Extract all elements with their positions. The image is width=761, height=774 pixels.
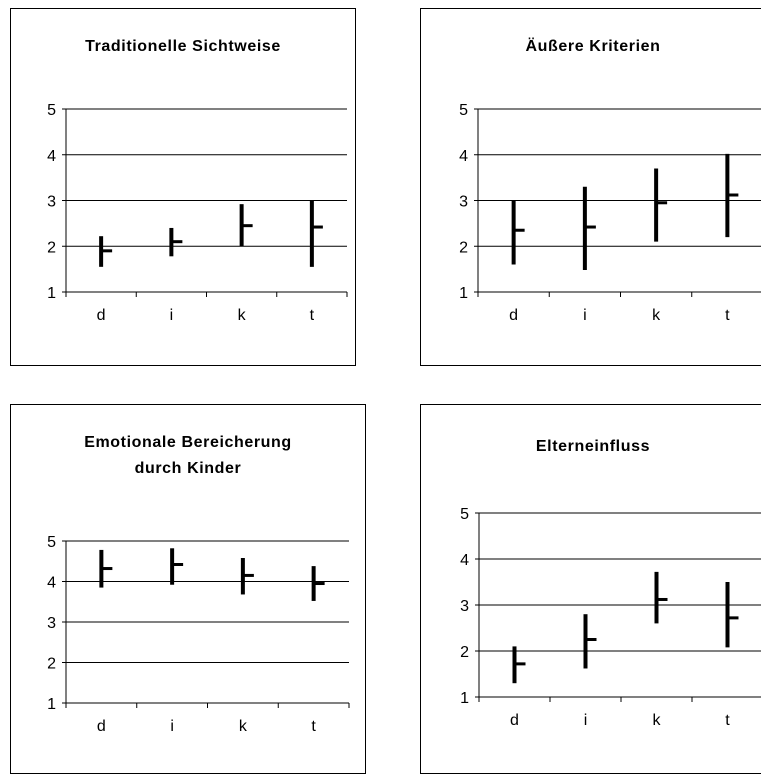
y-tick-label: 5	[460, 506, 469, 523]
chart-title: Elterneinfluss	[536, 438, 650, 455]
x-tick-label: d	[510, 712, 519, 729]
x-tick-label: d	[97, 307, 106, 324]
y-tick-label: 4	[47, 148, 56, 165]
x-tick-label: t	[725, 712, 730, 729]
x-tick-label: i	[170, 718, 174, 735]
chart-title: Emotionale Bereicherung	[84, 434, 292, 451]
y-tick-label: 1	[459, 285, 468, 302]
x-tick-label: t	[311, 718, 316, 735]
y-tick-label: 2	[460, 644, 469, 661]
x-tick-label: i	[583, 307, 587, 324]
y-tick-label: 1	[460, 690, 469, 707]
y-tick-label: 4	[459, 148, 468, 165]
x-tick-label: k	[653, 712, 662, 729]
chart-aeussere-kriterien: Äußere Kriterien 1 2 3 4 5 d i k t	[459, 37, 761, 324]
x-tick-label: t	[310, 307, 315, 324]
chart-title: Äußere Kriterien	[526, 37, 661, 55]
chart-title: durch Kinder	[135, 460, 242, 477]
chart-panel-emotionale-bereicherung: Emotionale Bereicherung durch Kinder 1 2 3 4 5…	[10, 404, 366, 774]
chart-panel-traditionelle-sichtweise: Traditionelle Sichtweise 1 2 3 4 5 d i k t	[10, 8, 356, 366]
x-tick-label: i	[584, 712, 588, 729]
x-tick-label: k	[238, 307, 247, 324]
x-tick-label: k	[652, 307, 661, 324]
y-tick-label: 3	[47, 194, 56, 211]
y-tick-label: 2	[47, 656, 56, 673]
y-tick-label: 5	[459, 102, 468, 119]
y-tick-label: 3	[460, 598, 469, 615]
y-tick-label: 3	[459, 194, 468, 211]
y-tick-label: 4	[47, 575, 56, 592]
y-tick-label: 5	[47, 102, 56, 119]
x-tick-label: i	[170, 307, 174, 324]
x-tick-label: k	[239, 718, 248, 735]
chart-panel-aeussere-kriterien: Äußere Kriterien 1 2 3 4 5 d i k t	[420, 8, 761, 366]
y-tick-label: 3	[47, 615, 56, 632]
chart-traditionelle-sichtweise: Traditionelle Sichtweise 1 2 3 4 5 d i k t	[47, 38, 348, 324]
y-tick-label: 5	[47, 534, 56, 551]
x-tick-label: t	[725, 307, 730, 324]
x-tick-label: d	[509, 307, 518, 324]
y-tick-label: 4	[460, 552, 469, 569]
x-tick-label: d	[97, 718, 106, 735]
chart-emotionale-bereicherung: Emotionale Bereicherung durch Kinder 1 2 3 4 5…	[47, 434, 350, 735]
y-tick-label: 1	[47, 285, 56, 302]
y-tick-label: 2	[47, 239, 56, 256]
y-tick-label: 2	[459, 239, 468, 256]
chart-elterneinfluss: Elterneinfluss 1 2 3 4 5 d i k t	[460, 438, 761, 729]
y-tick-label: 1	[47, 696, 56, 713]
chart-title: Traditionelle Sichtweise	[85, 38, 281, 55]
chart-panel-elterneinfluss: Elterneinfluss 1 2 3 4 5 d i k t	[420, 404, 761, 774]
